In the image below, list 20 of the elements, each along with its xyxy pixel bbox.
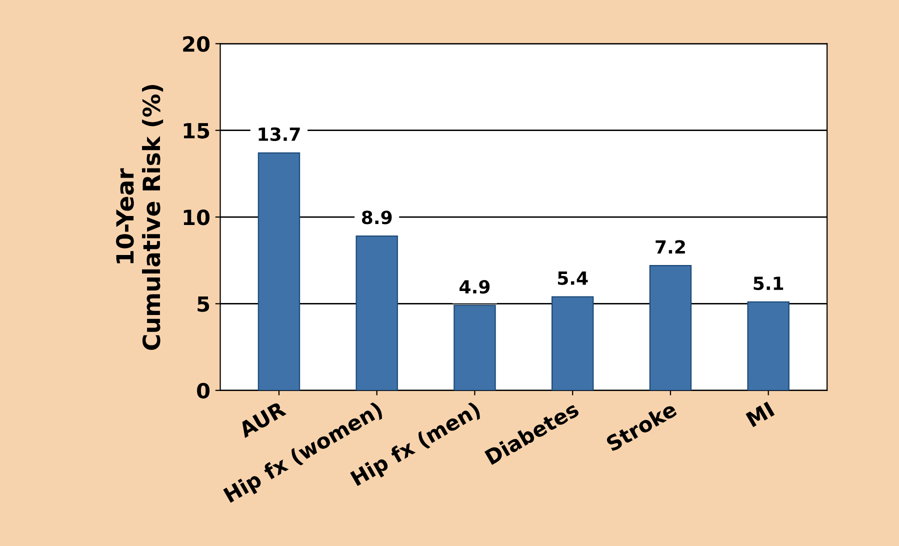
x-tick-label: MI [746, 402, 775, 428]
bar [649, 265, 692, 390]
y-tick-label: 20 [183, 36, 210, 52]
data-label: 5.4 [558, 272, 588, 285]
y-tick-label: 15 [184, 123, 210, 139]
bar [747, 301, 790, 390]
data-label: 7.2 [656, 240, 685, 254]
y-axis-title: 10-Year Cumulative Risk (%) [116, 85, 164, 350]
bar [454, 304, 496, 390]
y-tick-label: 0 [197, 382, 210, 399]
x-tick-label: AUR [237, 400, 287, 438]
bar [356, 236, 398, 390]
data-label: 8.9 [362, 210, 392, 224]
y-tick-label: 5 [198, 296, 210, 312]
data-label: 5.1 [754, 276, 784, 290]
y-tick-label: 10 [184, 209, 210, 226]
bar [551, 296, 594, 390]
data-label: 13.7 [258, 127, 300, 142]
bar [258, 152, 300, 390]
data-label: 4.9 [460, 280, 490, 294]
